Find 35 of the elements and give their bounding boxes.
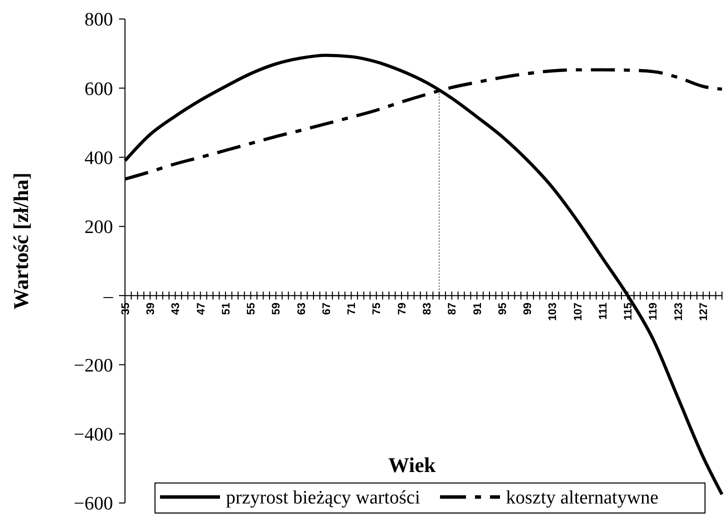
x-tick-label: 75 [371,302,384,315]
y-tick-label: 600 [84,78,113,100]
x-tick-label: 83 [421,302,434,315]
x-tick-label: 59 [270,302,283,315]
x-tick-label: 119 [648,302,660,320]
x-tick-label: 47 [195,302,208,315]
x-tick-label: 127 [698,302,710,321]
y-tick-label: 200 [84,217,113,238]
x-tick-label: 67 [320,302,333,315]
x-tick-label: 95 [496,302,509,315]
x-tick-label: 103 [547,302,560,321]
x-tick-label: 51 [220,302,232,315]
x-tick-label: 39 [144,302,157,315]
x-tick-label: 55 [246,302,258,315]
y-tick-label: −600 [74,494,113,514]
legend-label: koszty alternatywne [506,488,658,509]
x-tick-label: 123 [672,302,685,321]
y-tick-label: 400 [84,148,113,169]
x-tick-label: 99 [522,302,534,315]
y-tick-label: −400 [74,424,113,446]
x-tick-label: 87 [446,302,459,315]
x-tick-label: 63 [296,302,308,315]
y-tick-label: – [102,286,114,308]
x-axis-title: Wiek [388,453,436,477]
y-tick-label: −200 [74,355,113,376]
y-axis-title: Wartość [zł/ha] [9,172,33,310]
x-tick-label: 115 [622,302,635,320]
x-tick-label: 91 [472,302,484,315]
x-tick-label: 111 [597,302,610,320]
x-tick-label: 71 [346,302,358,315]
x-tick-label: 107 [572,302,584,321]
legend-label: przyrost bieżący wartości [226,488,420,509]
x-tick-label: 79 [396,302,408,315]
x-tick-label: 43 [170,302,182,315]
y-tick-label: 800 [84,10,113,31]
